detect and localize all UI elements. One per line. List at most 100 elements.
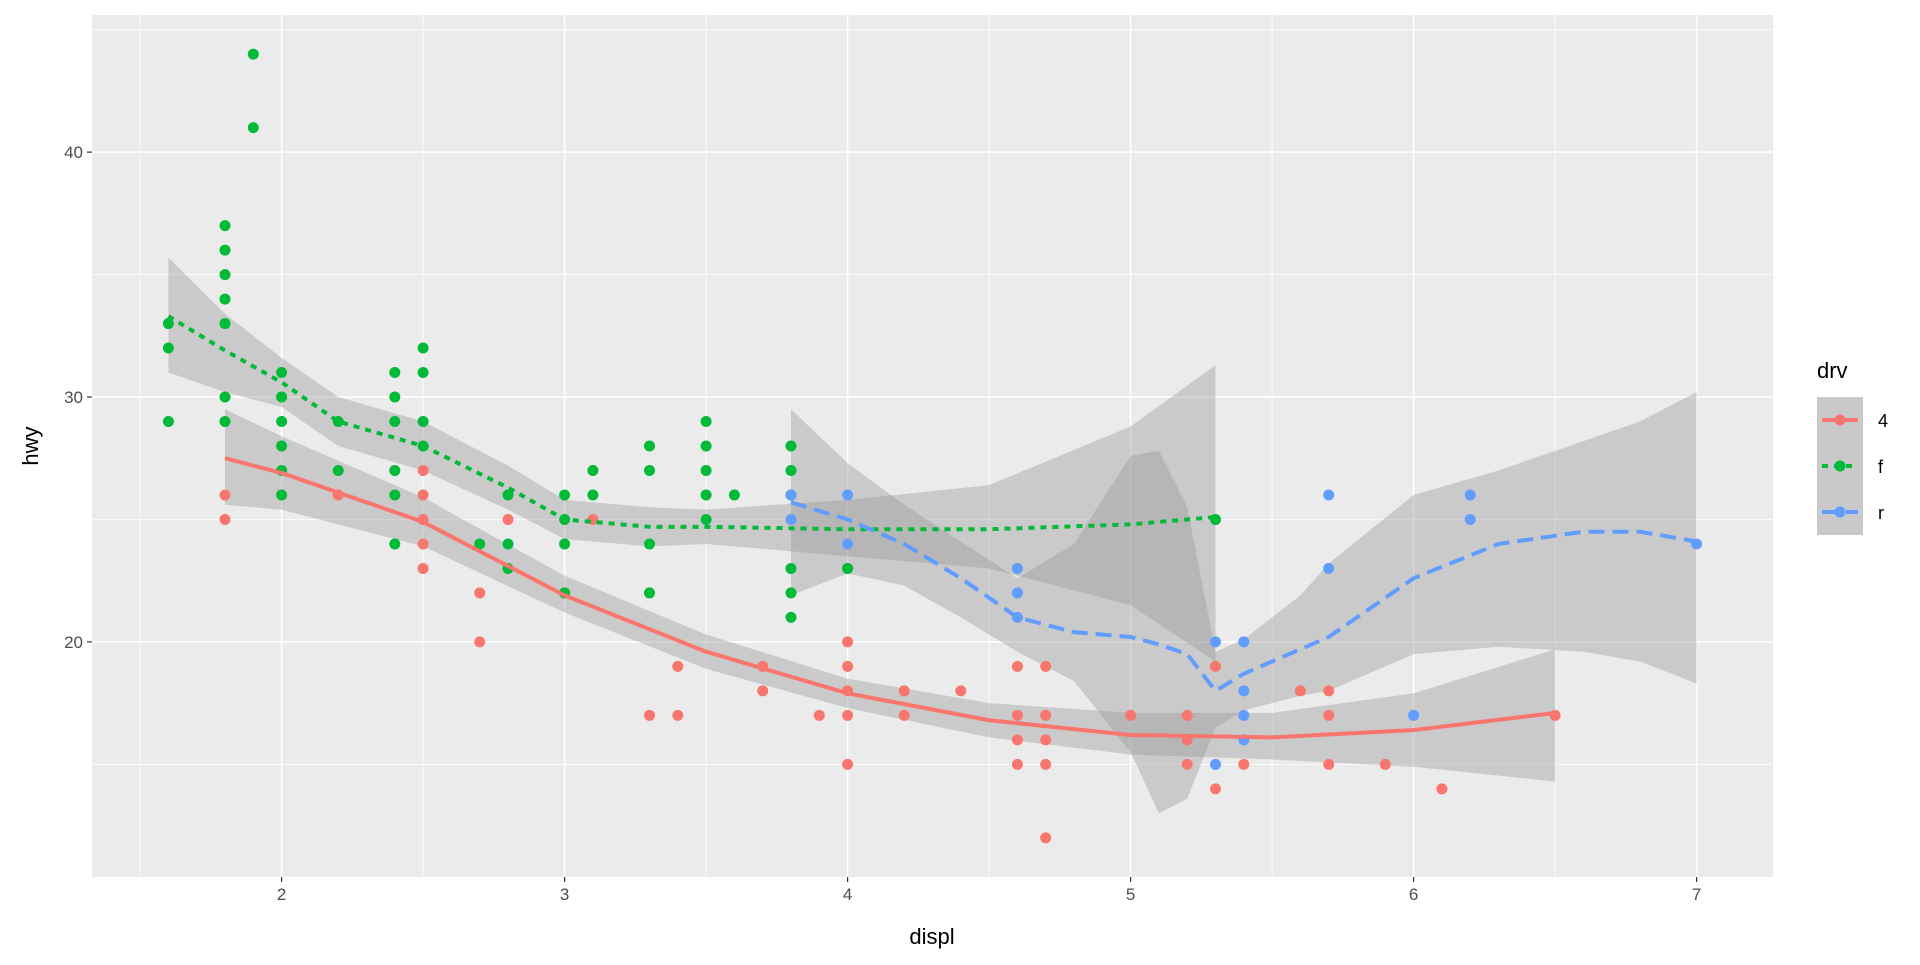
legend-key-point-r — [1834, 506, 1846, 518]
data-point-f — [644, 440, 656, 452]
data-point-4 — [1323, 709, 1335, 721]
data-point-f — [276, 416, 288, 428]
data-point-f — [785, 587, 797, 599]
data-point-f — [276, 391, 288, 403]
x-tick-label: 3 — [560, 885, 569, 904]
data-point-4 — [1323, 758, 1335, 770]
data-point-r — [785, 513, 797, 525]
data-point-4 — [1209, 660, 1221, 672]
data-point-f — [276, 440, 288, 452]
data-point-f — [644, 538, 656, 550]
data-point-r — [1464, 489, 1476, 501]
data-point-4 — [1181, 758, 1193, 770]
data-point-f — [162, 342, 174, 354]
data-point-4 — [1040, 832, 1052, 844]
data-point-4 — [474, 636, 486, 648]
y-tick-label: 20 — [64, 633, 83, 652]
data-point-4 — [1011, 709, 1023, 721]
legend: drv 4 f r — [1817, 358, 1888, 535]
data-point-4 — [644, 709, 656, 721]
data-point-4 — [1011, 660, 1023, 672]
data-point-4 — [474, 587, 486, 599]
data-point-4 — [842, 660, 854, 672]
data-point-r — [1323, 562, 1335, 574]
data-point-f — [700, 440, 712, 452]
data-point-4 — [757, 685, 769, 697]
legend-key-point-4 — [1834, 414, 1846, 426]
data-point-f — [389, 464, 401, 476]
data-point-f — [219, 220, 231, 232]
data-point-4 — [1011, 734, 1023, 746]
smooth-lines — [167, 314, 1697, 740]
data-point-f — [332, 464, 344, 476]
data-point-4 — [813, 709, 825, 721]
data-point-f — [700, 489, 712, 501]
y-axis-ticks: 20 30 40 — [64, 143, 92, 652]
smooth-line-4 — [224, 456, 1556, 740]
data-point-f — [219, 318, 231, 330]
data-point-f — [219, 416, 231, 428]
x-tick-label: 6 — [1409, 885, 1418, 904]
data-point-4 — [1238, 758, 1250, 770]
data-point-4 — [219, 489, 231, 501]
data-point-f — [559, 489, 571, 501]
data-point-r — [1209, 636, 1221, 648]
data-point-r — [1408, 709, 1420, 721]
data-point-r — [842, 538, 854, 550]
data-point-4 — [1379, 758, 1391, 770]
data-point-r — [1238, 709, 1250, 721]
data-point-f — [785, 611, 797, 623]
data-point-f — [785, 562, 797, 574]
data-point-f — [728, 489, 740, 501]
data-point-f — [700, 464, 712, 476]
data-point-r — [842, 489, 854, 501]
data-point-f — [417, 367, 429, 379]
data-point-f — [162, 416, 174, 428]
confidence-ribbon-4 — [225, 409, 1556, 782]
data-point-f — [644, 464, 656, 476]
data-point-f — [276, 489, 288, 501]
data-point-4 — [842, 636, 854, 648]
legend-title: drv — [1817, 358, 1848, 383]
smooth-line-r — [790, 500, 1697, 693]
legend-key-point-f — [1834, 460, 1846, 472]
data-point-4 — [955, 685, 967, 697]
data-point-f — [219, 391, 231, 403]
data-point-4 — [1323, 685, 1335, 697]
legend-label-r: r — [1878, 503, 1884, 523]
data-point-4 — [1011, 758, 1023, 770]
data-point-f — [785, 440, 797, 452]
data-point-f — [700, 513, 712, 525]
data-point-4 — [219, 513, 231, 525]
x-tick-label: 4 — [843, 885, 852, 904]
data-point-f — [247, 122, 259, 134]
data-point-f — [389, 538, 401, 550]
data-point-f — [587, 489, 599, 501]
data-point-4 — [672, 660, 684, 672]
data-point-f — [502, 538, 514, 550]
data-point-r — [785, 489, 797, 501]
data-point-4 — [898, 685, 910, 697]
data-point-4 — [1125, 709, 1137, 721]
data-point-f — [700, 416, 712, 428]
data-point-f — [389, 391, 401, 403]
data-point-r — [1011, 562, 1023, 574]
data-point-f — [389, 489, 401, 501]
data-point-f — [842, 562, 854, 574]
data-point-f — [219, 269, 231, 281]
legend-label-f: f — [1878, 457, 1884, 477]
data-point-f — [417, 342, 429, 354]
data-point-f — [559, 538, 571, 550]
data-point-f — [389, 416, 401, 428]
data-point-f — [389, 367, 401, 379]
data-point-f — [162, 318, 174, 330]
data-point-4 — [417, 538, 429, 550]
y-axis-label: hwy — [18, 426, 43, 465]
y-tick-label: 30 — [64, 388, 83, 407]
data-point-4 — [417, 489, 429, 501]
confidence-ribbon-f — [168, 257, 1216, 662]
data-points — [162, 48, 1703, 844]
data-point-4 — [898, 709, 910, 721]
data-point-f — [502, 489, 514, 501]
smooth-line-f — [167, 314, 1216, 532]
